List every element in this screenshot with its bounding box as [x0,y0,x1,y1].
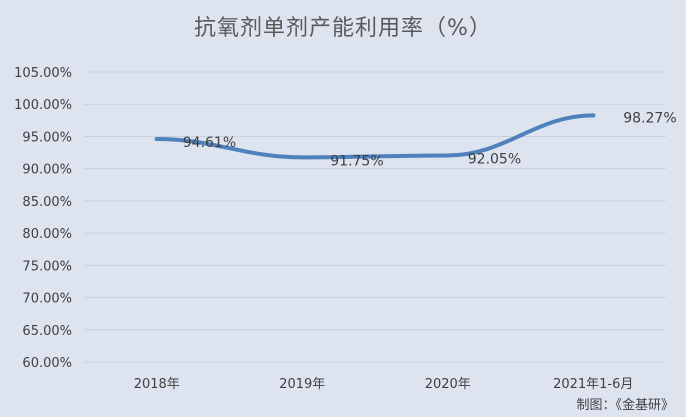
data-label: 91.75% [330,153,383,169]
data-point [154,136,159,141]
x-tick-label: 2019年 [279,377,325,392]
y-tick-label: 95.00% [22,130,72,145]
series-line [154,113,596,160]
data-point [445,153,450,158]
y-tick-label: 105.00% [14,66,72,81]
data-label: 94.61% [183,135,236,151]
y-tick-label: 65.00% [22,324,72,339]
credit-text: 制图：《金基研》 [576,398,674,413]
y-tick-label: 80.00% [22,227,72,242]
y-tick-label: 75.00% [22,259,72,274]
x-tick-label: 2020年 [425,377,471,392]
y-tick-label: 70.00% [22,292,72,307]
chart-title: 抗氧剂单剂产能利用率（%） [194,16,492,41]
data-point [591,113,596,118]
y-tick-label: 85.00% [22,195,72,210]
y-tick-label: 100.00% [14,98,72,113]
data-label: 92.05% [468,151,521,167]
x-tick-label: 2018年 [134,377,180,392]
x-tick-label: 2021年1-6月 [553,377,633,392]
y-tick-label: 90.00% [22,163,72,178]
y-tick-label: 60.00% [22,356,72,371]
data-label: 98.27% [623,110,676,126]
data-point [300,155,305,160]
